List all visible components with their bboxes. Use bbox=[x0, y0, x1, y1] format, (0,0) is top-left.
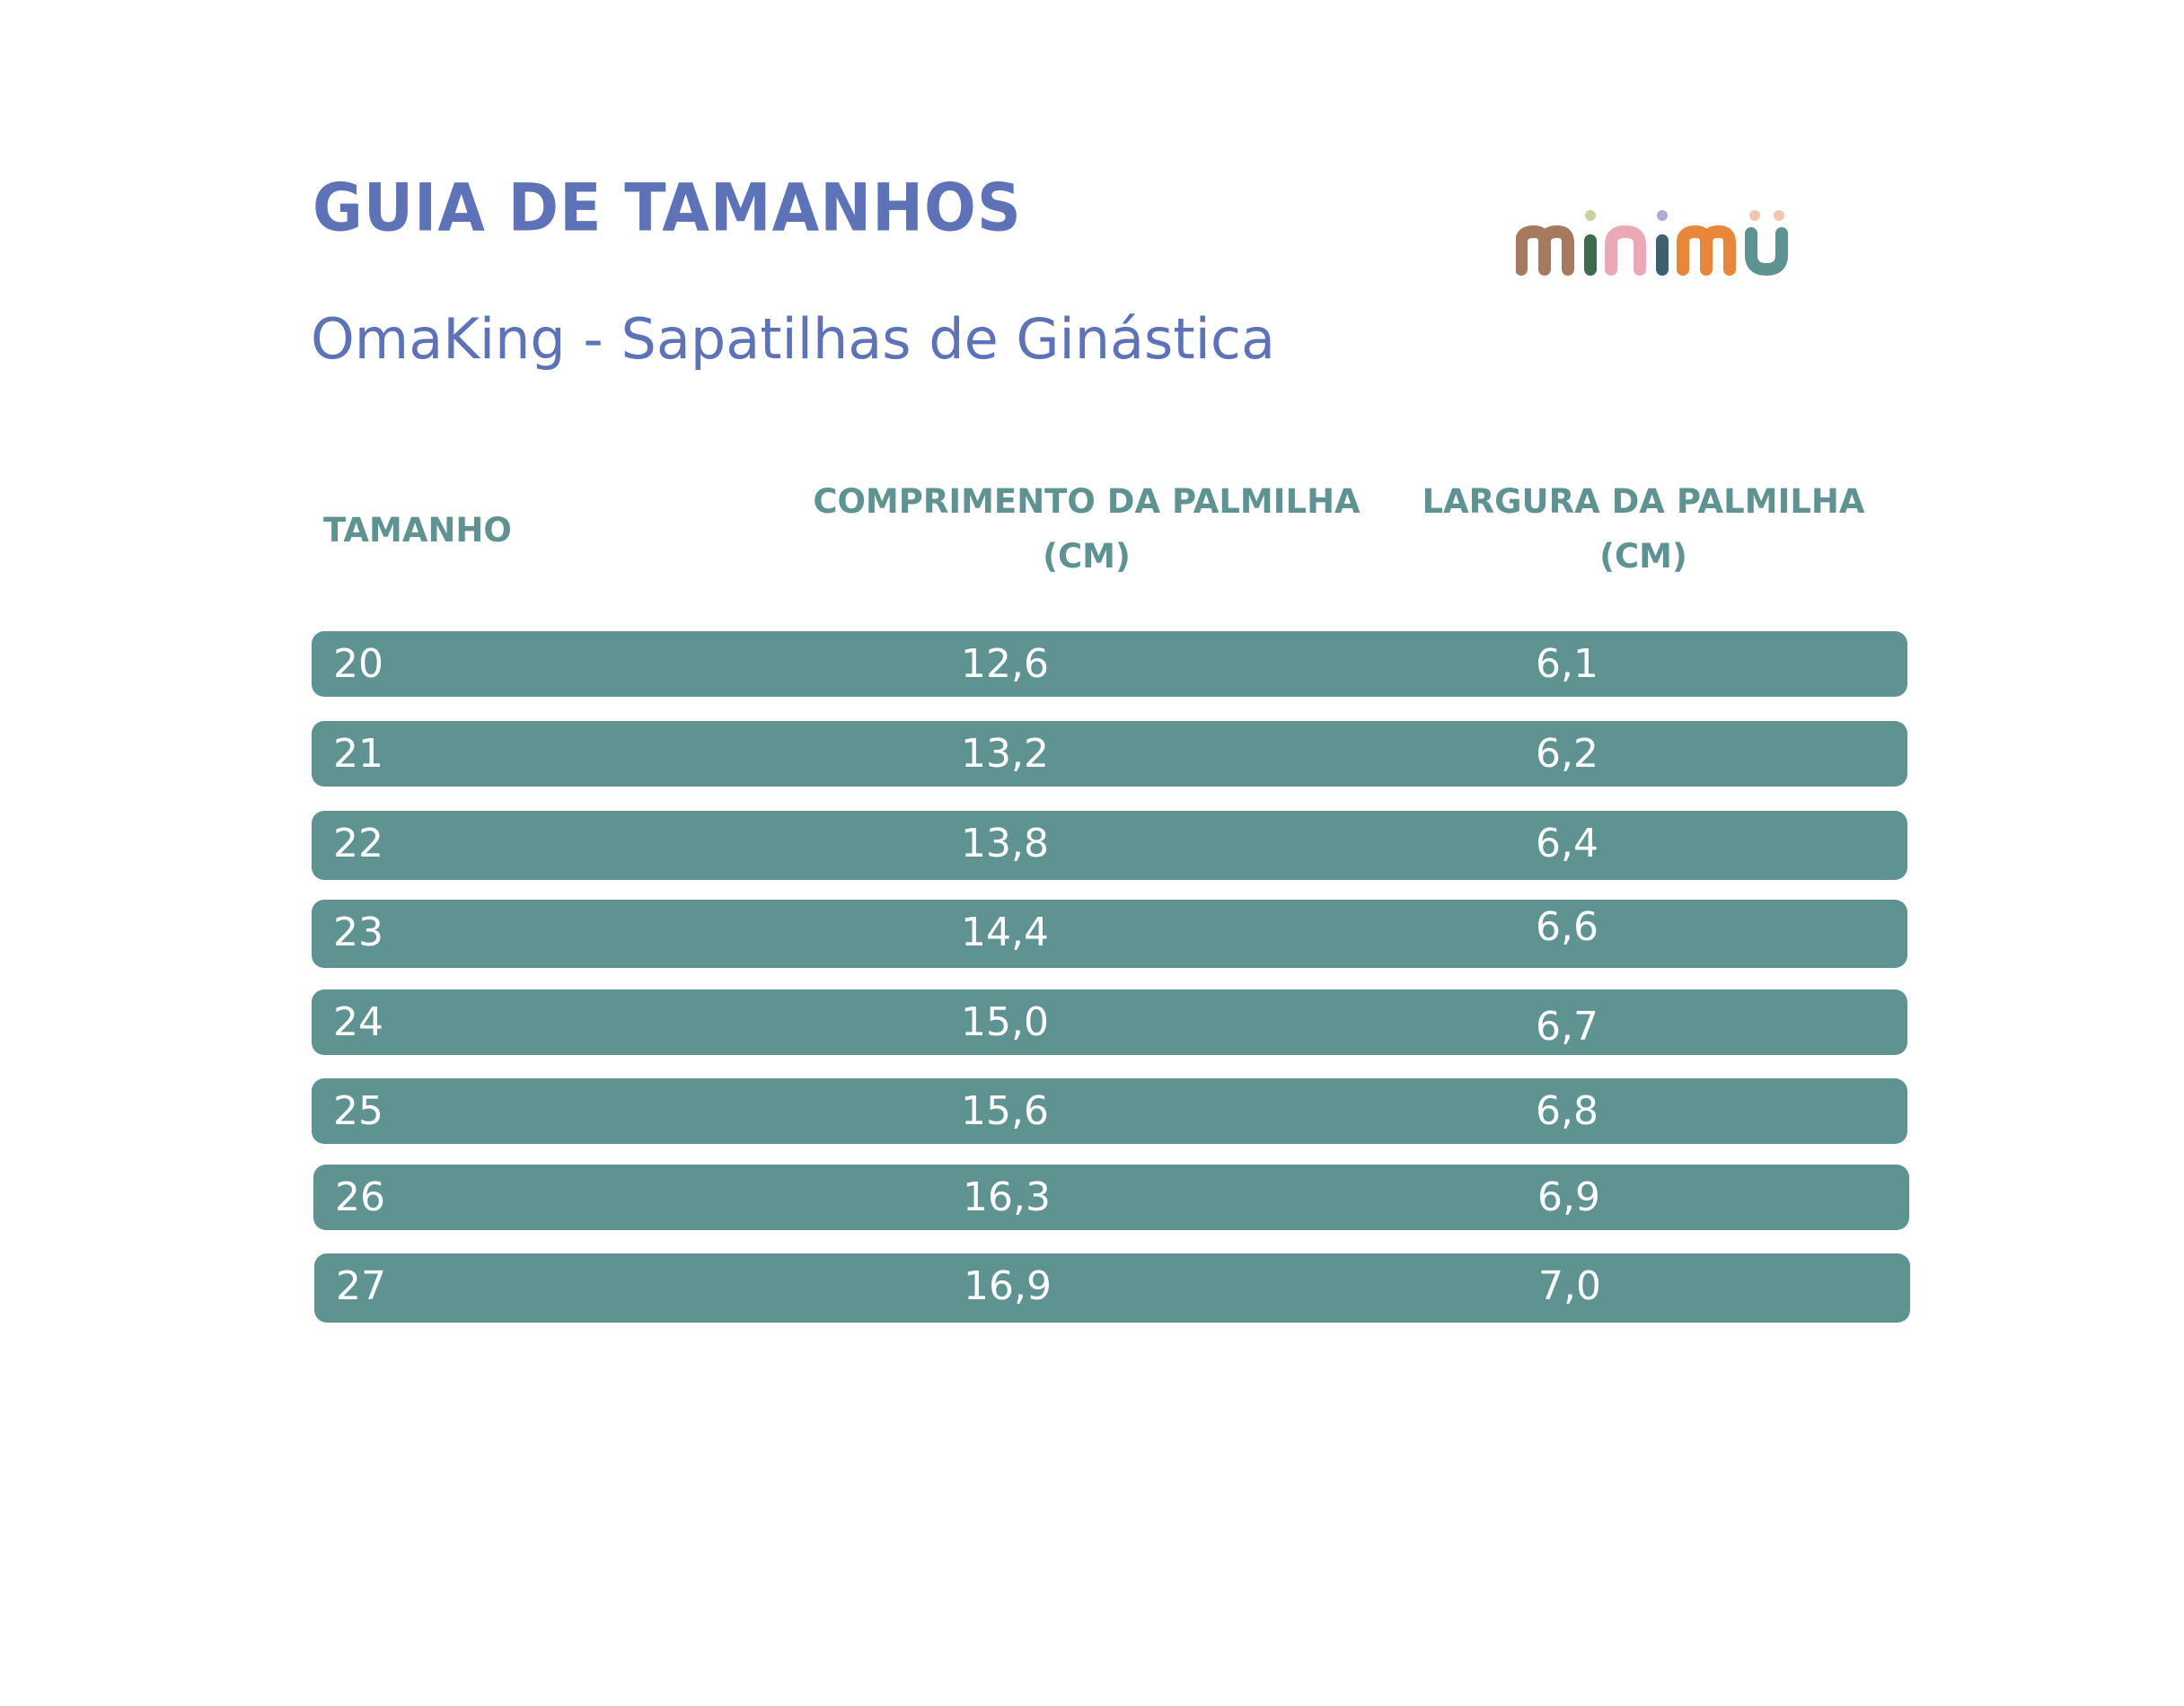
column-header-width-line2: (CM) bbox=[1599, 537, 1687, 576]
minimu-logo bbox=[1516, 210, 1788, 276]
width-cell: 7,0 bbox=[1538, 1263, 1601, 1309]
width-cell: 6,1 bbox=[1536, 641, 1598, 687]
width-cell: 6,9 bbox=[1537, 1174, 1600, 1220]
table-row: 24 15,0 6,7 bbox=[312, 989, 1907, 1055]
size-cell: 24 bbox=[333, 999, 383, 1045]
size-cell: 25 bbox=[333, 1088, 383, 1134]
column-header-size: TAMANHO bbox=[323, 511, 512, 550]
column-header-length: COMPRIMENTO DA PALMILHA (CM) bbox=[799, 474, 1374, 584]
column-header-width-line1: LARGURA DA PALMILHA bbox=[1422, 482, 1865, 521]
width-cell: 6,7 bbox=[1536, 1004, 1598, 1050]
width-cell: 6,6 bbox=[1536, 904, 1598, 950]
length-cell: 15,0 bbox=[961, 999, 1049, 1045]
table-row: 22 13,8 6,4 bbox=[312, 811, 1907, 880]
table-row: 23 14,4 6,6 bbox=[312, 900, 1907, 968]
page-title: GUIA DE TAMANHOS bbox=[313, 170, 1022, 247]
size-cell: 21 bbox=[333, 731, 383, 777]
length-cell: 14,4 bbox=[961, 910, 1049, 955]
column-header-width: LARGURA DA PALMILHA (CM) bbox=[1374, 474, 1913, 584]
page-subtitle: OmaKing - Sapatilhas de Ginástica bbox=[311, 306, 1275, 372]
length-cell: 16,9 bbox=[964, 1263, 1052, 1309]
size-cell: 20 bbox=[333, 641, 383, 687]
length-cell: 13,8 bbox=[961, 821, 1049, 866]
size-cell: 26 bbox=[335, 1174, 385, 1220]
length-cell: 13,2 bbox=[961, 731, 1049, 777]
width-cell: 6,4 bbox=[1536, 821, 1598, 866]
table-row: 21 13,2 6,2 bbox=[312, 721, 1907, 787]
size-cell: 23 bbox=[333, 910, 383, 955]
width-cell: 6,8 bbox=[1536, 1088, 1598, 1134]
length-cell: 15,6 bbox=[961, 1088, 1049, 1134]
length-cell: 12,6 bbox=[961, 641, 1049, 687]
table-row: 26 16,3 6,9 bbox=[313, 1165, 1909, 1230]
size-cell: 22 bbox=[333, 821, 383, 866]
table-row: 20 12,6 6,1 bbox=[312, 631, 1907, 697]
table-row: 27 16,9 7,0 bbox=[314, 1253, 1910, 1323]
column-header-length-line2: (CM) bbox=[1043, 537, 1131, 576]
column-header-length-line1: COMPRIMENTO DA PALMILHA bbox=[813, 482, 1361, 521]
width-cell: 6,2 bbox=[1536, 731, 1598, 777]
table-row: 25 15,6 6,8 bbox=[312, 1078, 1907, 1144]
size-cell: 27 bbox=[336, 1263, 386, 1309]
length-cell: 16,3 bbox=[963, 1174, 1051, 1220]
